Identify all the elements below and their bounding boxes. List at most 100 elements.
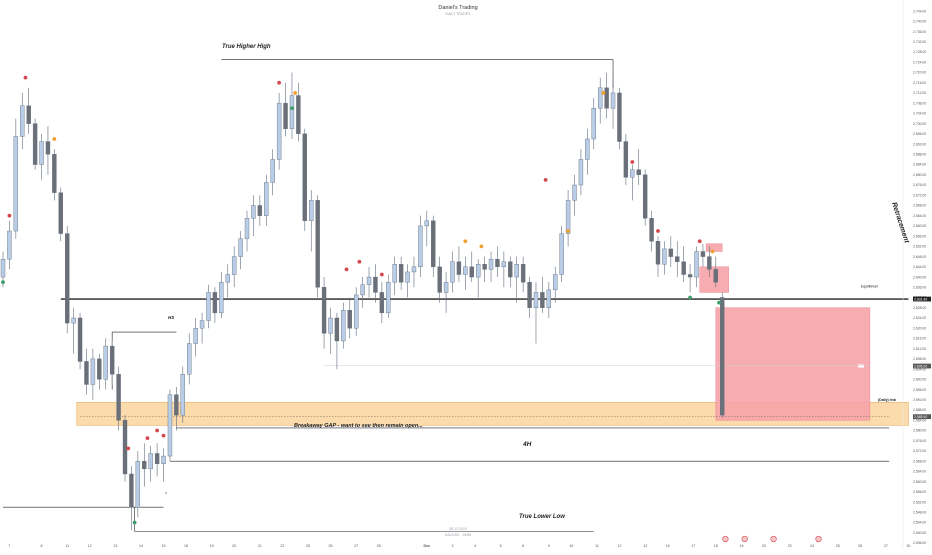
price-badge — [913, 363, 931, 369]
candle-down — [154, 453, 160, 464]
x-tick-label: 12 — [88, 544, 92, 548]
candle-down — [604, 87, 609, 109]
candle-up — [341, 310, 346, 342]
x-tick-label: 26 — [858, 544, 862, 548]
candle-down — [65, 233, 70, 324]
signal-dot-red — [7, 213, 12, 218]
y-tick-label: 2,744.00 — [913, 9, 926, 13]
candle-down — [52, 154, 57, 193]
y-tick-label: 2,664.00 — [913, 214, 926, 218]
x-tick-label: 11 — [595, 544, 599, 548]
candle-up — [39, 141, 44, 165]
x-axis[interactable]: 7 8 11 12 13 14 15 18 19 20 21 22 25 26 27 28 Dec 3 4 5 6 9 10… — [8, 535, 910, 548]
candle-down — [334, 317, 340, 342]
y-tick-label: 2,592.00 — [913, 398, 926, 402]
candle-down — [379, 292, 385, 314]
y-tick-label: 2,572.00 — [913, 449, 926, 453]
x-tick-label: 3 — [452, 544, 454, 548]
x-tick-label: 9 — [548, 544, 550, 548]
y-tick-label: 2,556.00 — [913, 490, 926, 494]
y-tick-label: 2,724.00 — [913, 60, 926, 64]
breakaway-gap-label: Breakaway GAP - want to see then remain … — [294, 423, 423, 429]
price-badge-label: 2,605.20 — [914, 364, 927, 368]
y-tick-label: 2,716.00 — [913, 81, 926, 85]
candle-up — [187, 343, 192, 375]
candle-down — [668, 248, 674, 257]
signal-dot-green — [717, 300, 721, 305]
y-tick-label: 2,708.00 — [913, 101, 926, 105]
candle-up — [443, 281, 449, 293]
candle-up — [206, 292, 211, 321]
y-tick-label: 2,608.00 — [913, 357, 926, 361]
y-tick-label: 2,596.00 — [913, 388, 926, 392]
price-badge-label: 2,585.40 — [914, 415, 927, 419]
candle-up — [662, 248, 667, 265]
signal-dot-red — [155, 428, 160, 433]
y-tick-label: 2,564.00 — [913, 470, 926, 474]
signal-dot-green — [132, 520, 137, 525]
candle-down — [174, 394, 179, 416]
y-tick-label: 2,604.00 — [913, 367, 926, 371]
y-tick-label: 2,688.00 — [913, 153, 926, 157]
y-tick-label: 2,612.00 — [913, 347, 926, 351]
zones-layer — [76, 243, 909, 426]
daily-imbalance-label: (Daily) Imb — [878, 398, 896, 402]
candle-up — [565, 200, 571, 234]
chart-title: Daniel's Trading — [438, 5, 477, 11]
y-tick-label: 2,544.00 — [913, 521, 926, 525]
x-tick-label: 4 — [474, 544, 476, 548]
signal-dot-orange — [601, 91, 606, 95]
x-tick-label: 16 — [666, 544, 670, 548]
signal-dot-red — [145, 436, 150, 441]
candle-up — [7, 230, 12, 260]
y-axis[interactable]: 2,744.00 2,740.00 2,736.00 2,732.00 2,728.00… — [902, 0, 931, 550]
y-tick-label: 2,636.00 — [913, 285, 926, 289]
candle-down — [58, 192, 63, 234]
candle-down — [212, 292, 218, 314]
price-badge-label: 2,631.40 — [914, 297, 927, 301]
x-tick-label: 20 — [762, 544, 766, 548]
signal-dot-red — [697, 239, 702, 244]
candle-up — [546, 289, 552, 308]
signal-dot-red — [630, 160, 635, 164]
candle-up — [103, 345, 108, 380]
y-tick-label: 2,684.00 — [913, 163, 926, 167]
candle-down — [482, 264, 487, 270]
candle-up — [353, 294, 359, 329]
x-tick-label: 22 — [280, 544, 284, 548]
candle-down — [655, 241, 661, 265]
candle-up — [572, 184, 577, 201]
x-tick-label: 7 — [8, 544, 10, 548]
candle-down — [681, 261, 686, 275]
candle-down — [707, 256, 712, 270]
candle-up — [90, 358, 96, 385]
y-tick-label: 2,700.00 — [913, 122, 926, 126]
levels-layer — [3, 59, 909, 532]
x-tick-label: 18 — [184, 544, 188, 548]
x-tick-label: 21 — [258, 544, 262, 548]
signal-dot-red — [344, 267, 349, 272]
x-tick-label: 24 — [810, 544, 814, 548]
candle-up — [405, 271, 410, 283]
candle-down — [296, 95, 301, 135]
y-tick-label: 2,584.00 — [913, 418, 926, 422]
x-tick-label: 14 — [139, 544, 143, 548]
footer-date: 08.12.2024 — [449, 527, 467, 531]
candle-up — [167, 394, 173, 457]
true-higher-high-label: True Higher High — [222, 44, 271, 50]
y-tick-label: 2,548.00 — [913, 511, 926, 515]
candle-up — [591, 108, 596, 140]
signal-dot-red — [161, 433, 166, 438]
candle-down — [623, 141, 629, 178]
red-target-box — [715, 307, 871, 421]
y-tick-label: 2,616.00 — [913, 337, 926, 341]
x-tick-label: 15 — [162, 544, 166, 548]
x-tick-label: 13 — [643, 544, 647, 548]
y-tick-label: 2,696.00 — [913, 132, 926, 136]
x-tick-label: 19 — [739, 544, 743, 548]
y-tick-label: 2,736.00 — [913, 30, 926, 34]
candle-up — [450, 261, 455, 283]
y-tick-label: 2,588.00 — [913, 408, 926, 412]
